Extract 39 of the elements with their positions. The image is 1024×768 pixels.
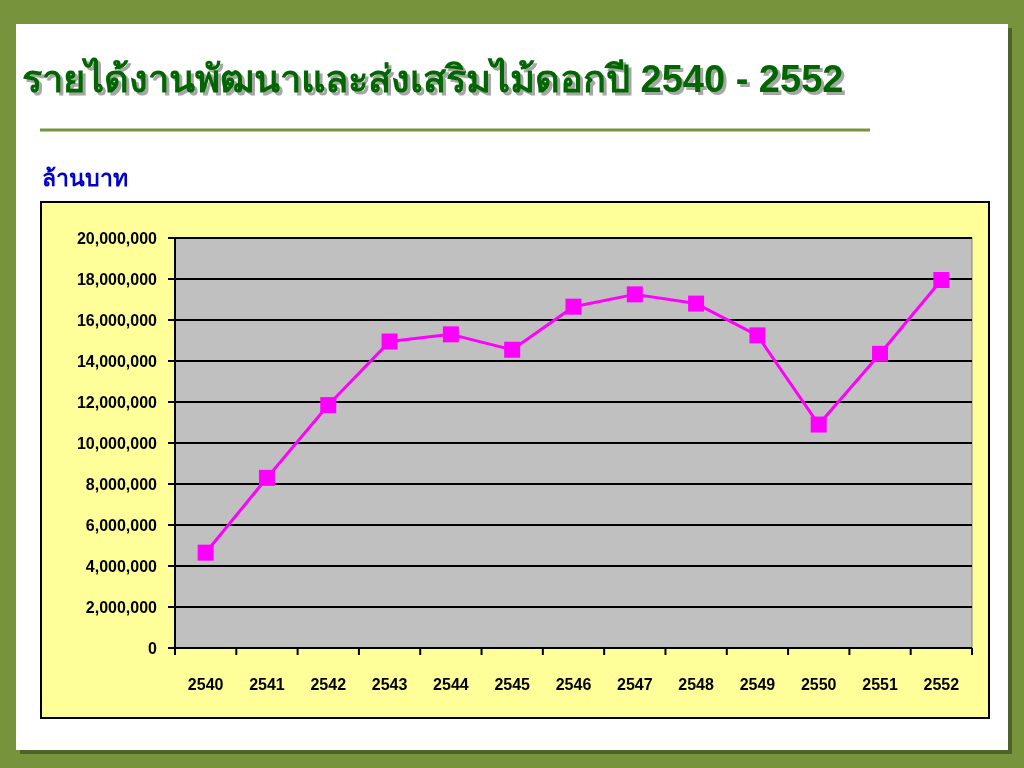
point [258, 469, 275, 486]
point [872, 345, 889, 362]
point [810, 416, 827, 433]
chart-title: รายได้งานพัฒนาและส่งเสริมไม้ดอกปี 2540 - 2552 [22, 57, 844, 100]
x-tick-label: 2545 [494, 676, 531, 693]
y-tick-label: 8,000,000 [85, 476, 158, 493]
y-tick-label: 6,000,000 [85, 517, 158, 534]
x-tick-label: 2551 [862, 676, 898, 693]
point [504, 341, 521, 358]
point [381, 333, 398, 350]
y-tick-label: 18,000,000 [76, 271, 158, 288]
x-tick-label: 2549 [739, 676, 776, 693]
x-tick-label: 2543 [371, 676, 408, 693]
point [749, 327, 766, 344]
x-tick-label: 2552 [923, 676, 960, 693]
y-tick-label: 14,000,000 [76, 353, 158, 370]
y-tick-label: 20,000,000 [76, 230, 158, 247]
y-axis-title: ล้านบาท [42, 165, 128, 191]
point [626, 286, 643, 303]
point [688, 295, 705, 312]
point [933, 272, 950, 289]
x-tick-label: 2540 [187, 676, 224, 693]
y-tick-label: 16,000,000 [76, 312, 158, 329]
x-tick-label: 2541 [249, 676, 285, 693]
point [565, 298, 582, 315]
y-tick-label: 0 [148, 640, 158, 657]
x-tick-label: 2544 [433, 676, 469, 693]
point [320, 397, 337, 414]
x-tick-label: 2546 [555, 676, 592, 693]
x-tick-label: 2548 [678, 676, 715, 693]
y-tick-label: 4,000,000 [85, 558, 158, 575]
point [197, 544, 214, 561]
y-tick-label: 2,000,000 [85, 599, 158, 616]
y-tick-label: 12,000,000 [76, 394, 158, 411]
point [442, 326, 459, 343]
x-tick-label: 2550 [800, 676, 837, 693]
x-tick-label: 2547 [617, 676, 653, 693]
x-tick-label: 2542 [310, 676, 347, 693]
y-tick-label: 10,000,000 [76, 435, 158, 452]
